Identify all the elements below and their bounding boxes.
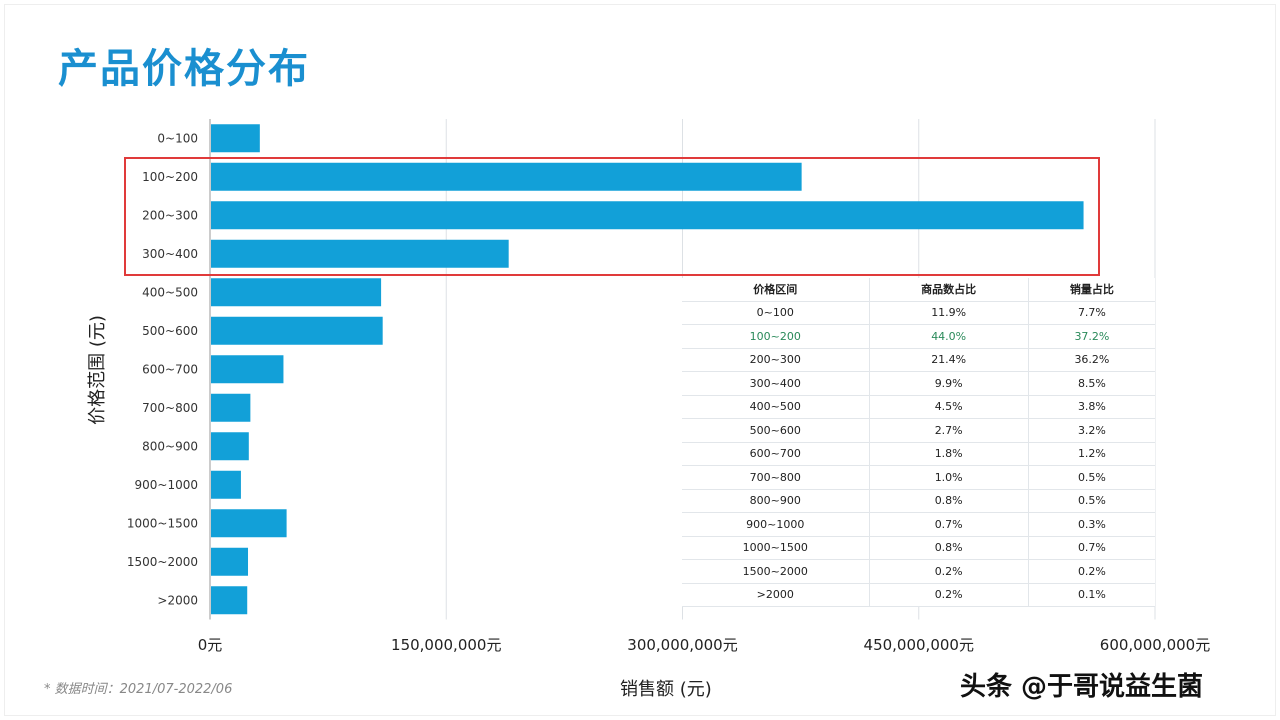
bar-0~100 <box>211 124 260 153</box>
y-tick-label: 700~800 <box>142 401 198 415</box>
bar-700~800 <box>211 393 251 422</box>
table-cell: 500~600 <box>682 418 869 443</box>
table-cell: 600~700 <box>682 442 869 466</box>
bar-500~600 <box>211 316 383 345</box>
y-tick-label: 900~1000 <box>135 478 199 492</box>
y-tick-label: 500~600 <box>142 324 198 338</box>
table-row: 1000~1500 0.8% 0.7% <box>682 536 1155 560</box>
table-cell: 0.8% <box>868 489 1029 513</box>
table-cell: 300~400 <box>682 371 869 396</box>
table-row: 200~300 21.4% 36.2% <box>682 348 1155 372</box>
bar-400~500 <box>211 278 382 307</box>
table-row: 900~1000 0.7% 0.3% <box>682 512 1155 537</box>
table-header-row: 价格区间 商品数占比 销量占比 <box>682 278 1155 302</box>
y-tick-label: 1000~1500 <box>127 516 198 530</box>
table-row: 500~600 2.7% 3.2% <box>682 418 1155 443</box>
table-cell: 37.2% <box>1027 324 1155 349</box>
y-tick-label: 0~100 <box>157 131 198 145</box>
table-header: 价格区间 <box>682 278 869 302</box>
bar-1500~2000 <box>211 547 249 576</box>
table-cell: 11.9% <box>868 301 1029 325</box>
highlight-box <box>124 157 1100 276</box>
page-title: 产品价格分布 <box>58 46 310 92</box>
table-cell: >2000 <box>682 583 869 607</box>
bar-600~700 <box>211 355 284 384</box>
table-cell: 0.5% <box>1027 465 1155 490</box>
table-row: 600~700 1.8% 1.2% <box>682 442 1155 466</box>
y-tick-label: 400~500 <box>142 285 198 299</box>
table-cell: 44.0% <box>868 324 1029 349</box>
table-cell: 700~800 <box>682 465 869 490</box>
table-cell: 1.8% <box>868 442 1029 466</box>
table-cell: 0.2% <box>868 583 1029 607</box>
table-cell: 900~1000 <box>682 512 869 537</box>
table-cell: 0.2% <box>868 559 1029 584</box>
table-cell: 0.3% <box>1027 512 1155 537</box>
table-cell: 0~100 <box>682 301 869 325</box>
table-row: 700~800 1.0% 0.5% <box>682 465 1155 490</box>
table-row: 1500~2000 0.2% 0.2% <box>682 559 1155 584</box>
table-row: 100~200 44.0% 37.2% <box>682 324 1155 349</box>
y-tick-label: 600~700 <box>142 362 198 376</box>
table-cell: 0.1% <box>1027 583 1155 607</box>
table-cell: 0.7% <box>1027 536 1155 560</box>
table-cell: 0.8% <box>868 536 1029 560</box>
bar-300~400 <box>211 239 509 268</box>
slide-frame <box>4 4 1276 716</box>
y-tick-label: 200~300 <box>142 208 198 222</box>
x-tick-label: 450,000,000元 <box>864 636 974 654</box>
table-cell: 200~300 <box>682 348 869 372</box>
bar-100~200 <box>211 162 802 191</box>
bar-1000~1500 <box>211 509 287 538</box>
table-cell: 7.7% <box>1027 301 1155 325</box>
data-table: 价格区间 商品数占比 销量占比 0~100 11.9% 7.7% 100~200 44.… <box>682 278 1155 607</box>
table-cell: 800~900 <box>682 489 869 513</box>
y-tick-label: >2000 <box>157 593 198 607</box>
table-cell: 1000~1500 <box>682 536 869 560</box>
y-tick-label: 300~400 <box>142 247 198 261</box>
bar-800~900 <box>211 432 249 461</box>
table-cell: 100~200 <box>682 324 869 349</box>
table-row: 0~100 11.9% 7.7% <box>682 301 1155 325</box>
y-tick-label: 100~200 <box>142 170 198 184</box>
table-header: 商品数占比 <box>868 278 1029 302</box>
table-header: 销量占比 <box>1027 278 1155 302</box>
table-cell: 36.2% <box>1027 348 1155 372</box>
table-cell: 9.9% <box>868 371 1029 396</box>
y-tick-label: 800~900 <box>142 439 198 453</box>
table-cell: 2.7% <box>868 418 1029 443</box>
y-tick-label: 1500~2000 <box>127 555 198 569</box>
bar-200~300 <box>211 201 1084 230</box>
table-cell: 400~500 <box>682 395 869 419</box>
y-axis-label: 价格范围 (元) <box>87 315 108 425</box>
table-cell: 0.2% <box>1027 559 1155 584</box>
table-cell: 3.2% <box>1027 418 1155 443</box>
x-tick-label: 0元 <box>198 636 223 654</box>
table-row: 300~400 9.9% 8.5% <box>682 371 1155 396</box>
x-tick-label: 300,000,000元 <box>627 636 737 654</box>
table-cell: 1.0% <box>868 465 1029 490</box>
data-time-note: * 数据时间：2021/07-2022/06 <box>44 682 233 697</box>
table-cell: 1500~2000 <box>682 559 869 584</box>
x-tick-label: 150,000,000元 <box>391 636 501 654</box>
table-cell: 4.5% <box>868 395 1029 419</box>
table-row: >2000 0.2% 0.1% <box>682 583 1155 607</box>
table-cell: 3.8% <box>1027 395 1155 419</box>
bar->2000 <box>211 586 248 615</box>
table-row: 800~900 0.8% 0.5% <box>682 489 1155 513</box>
table-row: 400~500 4.5% 3.8% <box>682 395 1155 419</box>
x-axis-label: 销售额 (元) <box>620 679 712 700</box>
table-cell: 21.4% <box>868 348 1029 372</box>
watermark: 头条 @于哥说益生菌 <box>960 672 1204 702</box>
bar-900~1000 <box>211 470 241 499</box>
table-cell: 0.7% <box>868 512 1029 537</box>
table-cell: 0.5% <box>1027 489 1155 513</box>
table-cell: 1.2% <box>1027 442 1155 466</box>
table-cell: 8.5% <box>1027 371 1155 396</box>
x-tick-label: 600,000,000元 <box>1100 636 1210 654</box>
